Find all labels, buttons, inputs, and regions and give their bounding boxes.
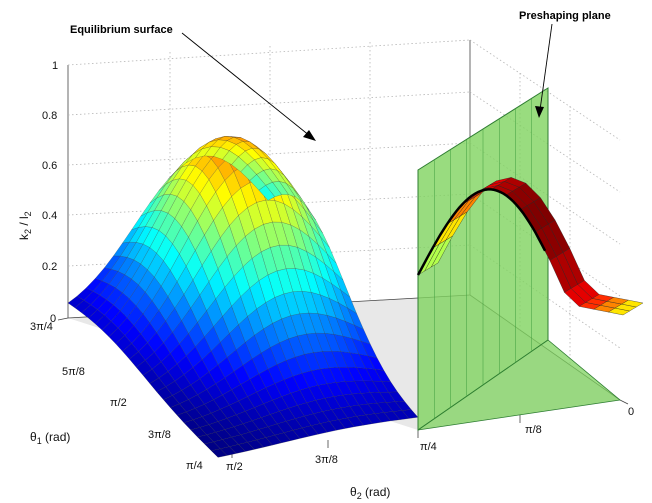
z-tick-4: 0.8 — [42, 110, 57, 122]
equilibrium-surface-section — [416, 177, 644, 316]
section-patch — [621, 299, 644, 308]
theta1-tick-2: π/2 — [110, 397, 127, 409]
z-tick-2: 0.4 — [42, 210, 57, 222]
equilibrium-surface-label: Equilibrium surface — [70, 24, 173, 36]
surface-patch — [258, 185, 276, 201]
theta2-tick-labels: π/2 3π/8 π/4 π/8 0 — [226, 406, 634, 473]
z-tick-1: 0.2 — [42, 261, 57, 273]
intersection-curve — [416, 188, 547, 276]
equilibrium-surface-main — [67, 136, 419, 458]
z-tick-5: 1 — [52, 60, 58, 72]
theta2-tick-3: π/8 — [525, 424, 542, 436]
z-tick-0: 0 — [50, 313, 56, 325]
theta2-axis-label: θ2 (rad) — [350, 485, 390, 501]
preshaping-plane-annotation: Preshaping plane — [519, 10, 611, 118]
theta2-tick-2: π/4 — [420, 441, 437, 453]
theta2-tick-0: π/2 — [226, 461, 243, 473]
z-tick-3: 0.6 — [42, 160, 57, 172]
theta1-tick-1: 5π/8 — [62, 366, 85, 378]
theta2-tick-4: 0 — [628, 406, 634, 418]
z-axis-label: k2 / l2 — [17, 211, 33, 240]
annotation-arrow-head — [303, 130, 316, 141]
preshaping-plane-label: Preshaping plane — [519, 10, 611, 22]
preshaping-plane — [417, 87, 621, 431]
theta2-tick-1: 3π/8 — [315, 454, 338, 466]
theta1-axis-label: θ1 (rad) — [30, 430, 70, 446]
annotation-arrow-head-2 — [535, 106, 544, 118]
equilibrium-surface-annotation: Equilibrium surface — [70, 24, 316, 141]
theta1-tick-labels: 3π/4 5π/8 π/2 3π/8 π/4 — [30, 321, 203, 472]
theta1-tick-4: π/4 — [186, 460, 203, 472]
theta1-tick-3: 3π/8 — [148, 429, 171, 441]
z-tick-labels: 0 0.2 0.4 0.6 0.8 1 — [42, 60, 58, 325]
theta1-tick-0: 3π/4 — [30, 321, 53, 333]
